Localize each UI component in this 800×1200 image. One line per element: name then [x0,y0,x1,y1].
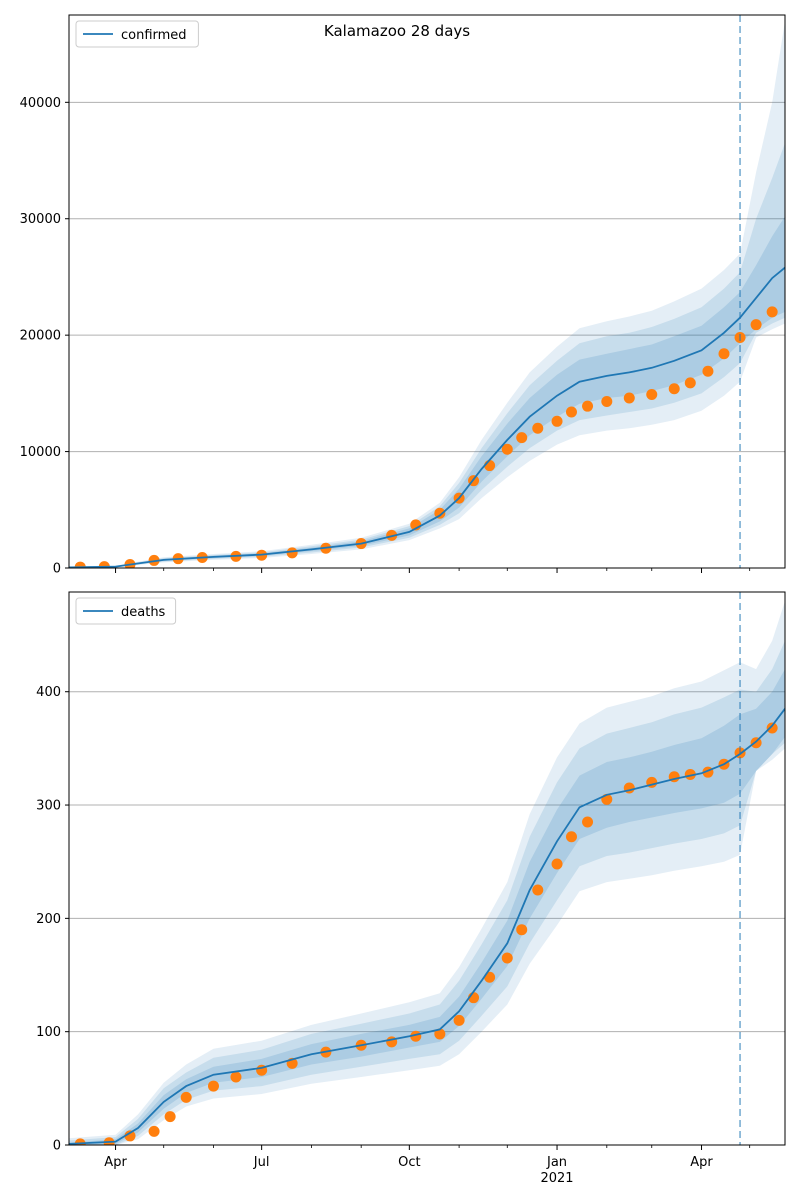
uncertainty-band-95 [69,601,785,1145]
observed-point [501,443,513,455]
observed-point [601,396,613,408]
x-tick-label: Apr [104,1155,127,1170]
x-tick-label: Apr [690,1155,713,1170]
y-tick-label: 400 [36,685,61,700]
observed-point [286,547,298,559]
observed-point [551,858,563,870]
y-tick-label: 0 [53,562,61,577]
observed-point [766,722,778,734]
observed-point [684,377,696,389]
legend-box [75,20,199,48]
y-tick-label: 30000 [20,212,61,227]
y-tick-label: 200 [36,912,61,927]
observed-point [501,952,513,964]
x-tick-sublabel: 2021 [540,1171,573,1186]
observed-point [124,1130,136,1142]
y-tick-label: 0 [53,1139,61,1154]
x-tick-label: Jul [253,1155,270,1170]
uncertainty-band-50 [69,669,785,1145]
uncertainty-band-50 [69,216,785,568]
model-line [69,708,785,1145]
plot-area [69,601,785,1145]
observed-point [434,1028,446,1040]
model-line [69,266,785,568]
observed-point [646,389,658,401]
observed-point [565,831,577,843]
observed-point [766,306,778,318]
plot-area [69,20,785,568]
observed-point [230,1071,242,1083]
observed-point [207,1080,219,1092]
observed-point [453,1014,465,1026]
y-tick-label: 300 [36,799,61,814]
x-tick-label: Oct [398,1155,420,1170]
y-tick-label: 20000 [20,329,61,344]
observed-point [516,432,528,444]
observed-point [532,422,544,434]
y-tick-label: 10000 [20,445,61,460]
uncertainty-band-80 [69,143,785,568]
observed-point [532,884,544,896]
observed-point [718,348,730,360]
legend-label: confirmed [121,28,187,43]
axes-frame [68,14,786,569]
observed-point [551,415,563,427]
uncertainty-band-80 [69,640,785,1145]
y-tick-label: 100 [36,1025,61,1040]
legend-label: deaths [121,605,166,620]
observed-point [180,1091,192,1103]
axes-frame [68,591,786,1146]
observed-point [702,365,714,377]
observed-point [164,1111,176,1123]
uncertainty-band-95 [69,20,785,568]
observed-point [565,406,577,418]
observed-point [623,392,635,404]
observed-point [668,383,680,395]
observed-point [582,816,594,828]
x-tick-label: Jan [546,1155,567,1170]
observed-point [750,319,762,331]
observed-point [516,924,528,936]
legend-box [75,597,177,625]
y-tick-label: 40000 [20,96,61,111]
observed-point [684,768,696,780]
observed-point [582,400,594,412]
observed-point [148,1125,160,1137]
confirmed-panel: 0 10000 20000 30000 40000 confirmed [20,14,786,577]
figure-title: Kalamazoo 28 days [324,22,470,40]
